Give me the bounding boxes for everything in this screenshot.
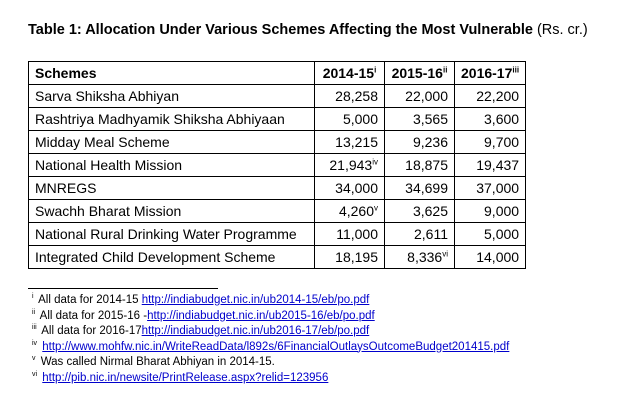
- value-2016-17-cell: 37,000: [453, 176, 527, 200]
- value-2014-15-cell: 13,215: [314, 130, 385, 154]
- footnote-link[interactable]: http://indiabudget.nic.in/ub2016-17/eb/p…: [141, 325, 370, 337]
- footnote-mark: iii: [32, 324, 37, 332]
- scheme-name-cell: Midday Meal Scheme: [28, 130, 315, 154]
- footnote-ref: ii: [442, 65, 448, 75]
- table-row: National Health Mission 21,943iv 18,875 19,…: [28, 153, 527, 177]
- value-2016-17-cell: 9,000: [453, 199, 527, 223]
- footnote-mark: ii: [32, 308, 36, 316]
- scheme-name-cell: Swachh Bharat Mission: [28, 199, 315, 223]
- value-2014-15-cell: 5,000: [314, 107, 385, 131]
- value-2016-17-cell: 5,000: [453, 222, 527, 246]
- table-row: MNREGS 34,000 34,699 37,000: [28, 176, 527, 200]
- scheme-name-cell: Rashtriya Madhyamik Shiksha Abhiyaan: [28, 107, 315, 131]
- footnote-text: All data for 2014-15: [35, 294, 142, 306]
- value-2016-17-cell: 22,200: [453, 84, 527, 108]
- footnote-link[interactable]: http://www.mohfw.nic.in/WriteReadData/l8…: [42, 340, 510, 353]
- footnote-ref: v: [374, 203, 378, 213]
- table-row: Sarva Shiksha Abhiyan 28,258 22,000 22,200: [28, 84, 527, 108]
- footnote-link[interactable]: http://indiabudget.nic.in/ub2014-15/eb/p…: [141, 294, 370, 306]
- footnotes: i All data for 2014-15 http://indiabudge…: [32, 293, 509, 386]
- footnote-mark: v: [32, 355, 36, 363]
- footnote-item: v Was called Nirmal Bharat Abhiyan in 20…: [32, 355, 509, 371]
- scheme-name-cell: Sarva Shiksha Abhiyan: [28, 84, 315, 108]
- footnote-mark: i: [32, 293, 34, 301]
- value-2014-15-cell: 11,000: [314, 222, 385, 246]
- value-2015-16-cell: 8,336vi: [384, 245, 455, 269]
- header-2016-17: 2016-17iii: [453, 61, 527, 85]
- value-2015-16-cell: 3,625: [384, 199, 455, 223]
- footnote-text: Was called Nirmal Bharat Abhiyan in 2014…: [37, 356, 275, 368]
- footnote-mark: iv: [32, 339, 38, 347]
- table-title: Table 1: Allocation Under Various Scheme…: [28, 22, 588, 38]
- footnote-item: vi http://pib.nic.in/newsite/PrintReleas…: [32, 371, 509, 387]
- allocation-table: Schemes 2014-15i 2015-16ii 2016-17iii Sa…: [28, 61, 527, 269]
- value-2016-17-cell: 19,437: [453, 153, 527, 177]
- header-2015-16: 2015-16ii: [384, 61, 455, 85]
- value-2015-16-cell: 34,699: [384, 176, 455, 200]
- header-2014-15: 2014-15i: [314, 61, 385, 85]
- footnote-ref: vi: [442, 249, 448, 259]
- footnote-item: i All data for 2014-15 http://indiabudge…: [32, 293, 509, 309]
- footnote-link[interactable]: http://indiabudget.nic.in/ub2015-16/eb/p…: [147, 309, 375, 322]
- footnote-item: iv http://www.mohfw.nic.in/WriteReadData…: [32, 340, 509, 356]
- table-row: Midday Meal Scheme 13,215 9,236 9,700: [28, 130, 527, 154]
- value-2015-16-cell: 22,000: [384, 84, 455, 108]
- value-2016-17-cell: 9,700: [453, 130, 527, 154]
- value-2014-15-cell: 21,943iv: [314, 153, 385, 177]
- value-2015-16-cell: 2,611: [384, 222, 455, 246]
- footnote-item: ii All data for 2015-16 -http://indiabud…: [32, 309, 509, 325]
- value-2016-17-cell: 14,000: [453, 245, 527, 269]
- scheme-name-cell: National Health Mission: [28, 153, 315, 177]
- value-2014-15-cell: 18,195: [314, 245, 385, 269]
- scheme-name-cell: National Rural Drinking Water Programme: [28, 222, 315, 246]
- footnote-ref: iv: [372, 157, 378, 167]
- header-schemes: Schemes: [28, 61, 315, 85]
- table-title-unit: (Rs. cr.): [532, 22, 588, 38]
- table-header-row: Schemes 2014-15i 2015-16ii 2016-17iii: [28, 61, 527, 85]
- footnote-mark: vi: [32, 370, 38, 378]
- table-row: Integrated Child Development Scheme 18,19…: [28, 245, 527, 269]
- value-2014-15-cell: 34,000: [314, 176, 385, 200]
- value-2015-16-cell: 3,565: [384, 107, 455, 131]
- table-row: Swachh Bharat Mission 4,260v 3,625 9,000: [28, 199, 527, 223]
- value-2016-17-cell: 3,600: [453, 107, 527, 131]
- footnote-ref: iii: [512, 65, 520, 75]
- value-2015-16-cell: 18,875: [384, 153, 455, 177]
- table-row: Rashtriya Madhyamik Shiksha Abhiyaan 5,00…: [28, 107, 527, 131]
- footnote-link[interactable]: http://pib.nic.in/newsite/PrintRelease.a…: [42, 371, 329, 384]
- value-2014-15-cell: 4,260v: [314, 199, 385, 223]
- footnote-text: All data for 2015-16 -: [37, 309, 148, 322]
- scheme-name-cell: MNREGS: [28, 176, 315, 200]
- footnote-divider: [28, 288, 218, 289]
- footnote-text: All data for 2016-17: [38, 325, 142, 337]
- footnote-item: iii All data for 2016-17http://indiabudg…: [32, 324, 509, 340]
- value-2014-15-cell: 28,258: [314, 84, 385, 108]
- footnote-ref: i: [374, 65, 377, 75]
- table-row: National Rural Drinking Water Programme 1…: [28, 222, 527, 246]
- scheme-name-cell: Integrated Child Development Scheme: [28, 245, 315, 269]
- table-title-text: Table 1: Allocation Under Various Scheme…: [28, 22, 533, 38]
- value-2015-16-cell: 9,236: [384, 130, 455, 154]
